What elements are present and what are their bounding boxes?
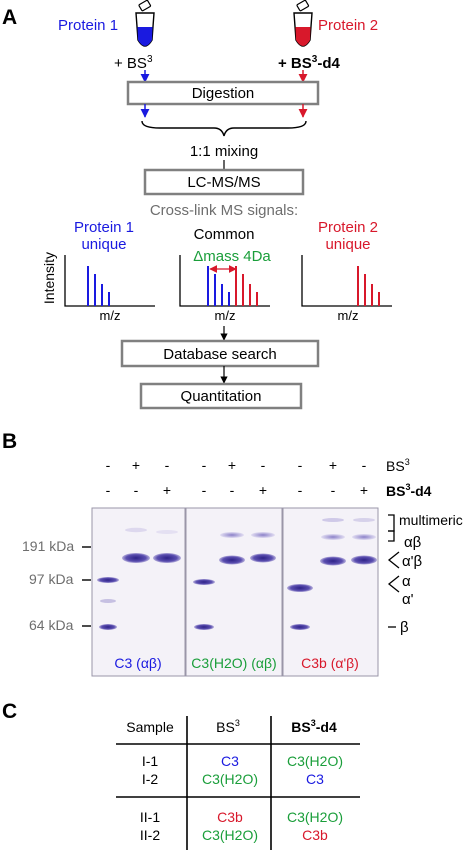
database-box — [120, 339, 320, 368]
reagent1-label: + BS3 — [114, 54, 153, 72]
cell-I-2-bs3: C3(H2O) — [202, 771, 258, 787]
bs3-sign-4: + — [228, 457, 236, 473]
spectrum2-axes — [301, 255, 392, 307]
tube-protein1-icon — [135, 0, 155, 47]
gel-label-c3h2o: C3(H2O) (αβ) — [191, 655, 276, 671]
gel-c3h2o — [185, 507, 283, 677]
bs3d4-sign-3: - — [202, 482, 207, 498]
marker-97: 97 kDa — [29, 571, 74, 587]
lcms-label: LC-MS/MS — [187, 174, 260, 191]
unique2-line1: Protein 2 — [318, 219, 378, 236]
cell-II-1-bs3d4: C3(H2O) — [287, 809, 343, 825]
bs3d4-sign-1: - — [134, 482, 139, 498]
bs3-sign-1: + — [132, 457, 140, 473]
sample-I-1: I-1 — [142, 753, 159, 769]
apb-pointer — [387, 551, 400, 569]
bs3d4-sign-row: - - + - - + - - + — [106, 482, 368, 498]
bs3-sign-row: - + - - + - - + - — [106, 457, 367, 473]
gel-c3b — [282, 507, 379, 677]
label-ap: α' — [402, 591, 414, 608]
header-bs3d4: BS3-d4 — [291, 718, 337, 735]
panel-a-label: A — [2, 6, 17, 29]
a-pointer — [387, 575, 400, 593]
cell-I-1-bs3d4: C3(H2O) — [287, 753, 343, 769]
signals-heading: Cross-link MS signals: — [150, 202, 298, 219]
sample-II-2: II-2 — [140, 827, 160, 843]
unique1-line2: unique — [81, 236, 126, 253]
delta-mass-label: Δmass 4Da — [193, 248, 271, 265]
multimeric-bracket — [388, 514, 395, 532]
gel-label-c3: C3 (αβ) — [114, 655, 161, 671]
cell-II-2-bs3d4: C3b — [302, 827, 328, 843]
mz-label-common: m/z — [215, 308, 236, 323]
bs3d4-sign-4: - — [230, 482, 235, 498]
bs3-sign-8: - — [362, 457, 367, 473]
bs3-sign-3: - — [202, 457, 207, 473]
label-ab: αβ — [404, 534, 422, 551]
bs3d4-sign-6: - — [298, 482, 303, 498]
cell-I-1-bs3: C3 — [221, 753, 239, 769]
common-label: Common — [194, 226, 255, 243]
row2-reagent-label: BS3-d4 — [386, 482, 432, 499]
header-sample: Sample — [126, 719, 174, 735]
bs3d4-sign-5: + — [259, 482, 267, 498]
marker-64: 64 kDa — [29, 617, 74, 633]
protein2-label: Protein 2 — [318, 17, 378, 34]
quantitation-label: Quantitation — [181, 388, 262, 405]
database-label: Database search — [163, 346, 276, 363]
digestion-label: Digestion — [192, 85, 255, 102]
tube-protein2-icon — [293, 0, 313, 47]
bs3d4-sign-0: - — [106, 482, 111, 498]
spectrum1-axes — [64, 255, 155, 307]
label-apb: α'β — [402, 553, 423, 570]
unique1-line1: Protein 1 — [74, 219, 134, 236]
bs3-sign-7: + — [329, 457, 337, 473]
ab-bracket — [388, 530, 395, 542]
label-a: α — [402, 573, 411, 590]
digestion-box — [126, 80, 320, 106]
label-multimeric: multimeric — [399, 512, 463, 528]
bs3-sign-5: - — [261, 457, 266, 473]
header-bs3: BS3 — [216, 718, 240, 735]
spectra-group — [64, 255, 392, 307]
mixing-label: 1:1 mixing — [190, 143, 258, 160]
bs3d4-sign-8: + — [360, 482, 368, 498]
panel-c-label: C — [2, 700, 17, 723]
sample-II-1: II-1 — [140, 809, 160, 825]
sample-table: Sample BS3 BS3-d4 I-1 I-2 C3 C3(H2O) C3(… — [116, 716, 360, 850]
lcms-box — [143, 168, 305, 196]
panel-b-label: B — [2, 430, 17, 453]
quantitation-box — [139, 382, 303, 410]
merge-brace — [141, 120, 307, 137]
bs3d4-sign-2: + — [163, 482, 171, 498]
label-b: β — [400, 619, 409, 636]
cell-II-1-bs3: C3b — [217, 809, 243, 825]
gel-label-c3b: C3b (α'β) — [301, 655, 359, 671]
row1-reagent-label: BS3 — [386, 457, 410, 474]
mz-label-1: m/z — [100, 308, 121, 323]
unique2-line2: unique — [325, 236, 370, 253]
bs3-sign-0: - — [106, 457, 111, 473]
cell-II-2-bs3: C3(H2O) — [202, 827, 258, 843]
sample-I-2: I-2 — [142, 771, 159, 787]
intensity-axis-label: Intensity — [41, 252, 57, 304]
protein1-label: Protein 1 — [58, 17, 118, 34]
bs3-sign-6: - — [298, 457, 303, 473]
bs3-sign-2: - — [165, 457, 170, 473]
spectrum-common-axes — [179, 255, 270, 307]
mz-label-2: m/z — [338, 308, 359, 323]
reagent2-label: + BS3-d4 — [278, 54, 340, 72]
gel-c3 — [91, 507, 186, 677]
bs3d4-sign-7: - — [331, 482, 336, 498]
marker-191: 191 kDa — [22, 538, 74, 554]
cell-I-2-bs3d4: C3 — [306, 771, 324, 787]
